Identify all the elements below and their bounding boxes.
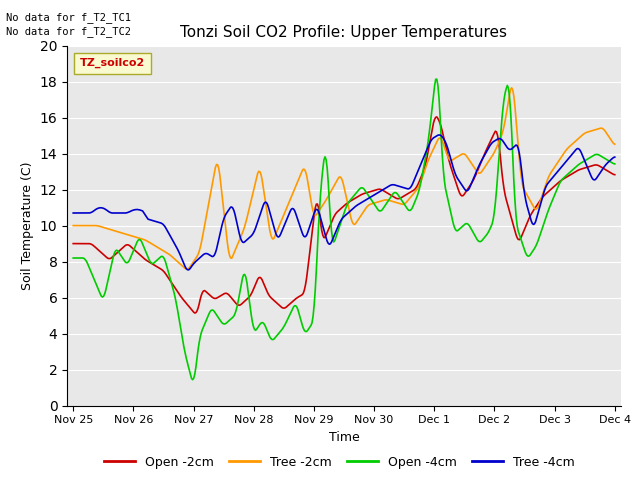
- Title: Tonzi Soil CO2 Profile: Upper Temperatures: Tonzi Soil CO2 Profile: Upper Temperatur…: [180, 25, 508, 40]
- Legend: : [74, 52, 150, 74]
- X-axis label: Time: Time: [328, 431, 360, 444]
- Text: No data for f_T2_TC1: No data for f_T2_TC1: [6, 12, 131, 23]
- Legend: Open -2cm, Tree -2cm, Open -4cm, Tree -4cm: Open -2cm, Tree -2cm, Open -4cm, Tree -4…: [99, 451, 580, 474]
- Y-axis label: Soil Temperature (C): Soil Temperature (C): [21, 161, 34, 290]
- Text: No data for f_T2_TC2: No data for f_T2_TC2: [6, 26, 131, 37]
